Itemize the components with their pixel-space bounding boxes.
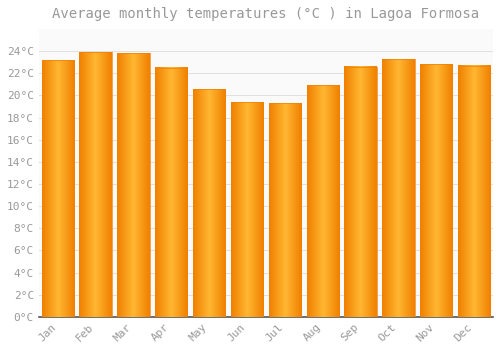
Title: Average monthly temperatures (°C ) in Lagoa Formosa: Average monthly temperatures (°C ) in La… — [52, 7, 480, 21]
